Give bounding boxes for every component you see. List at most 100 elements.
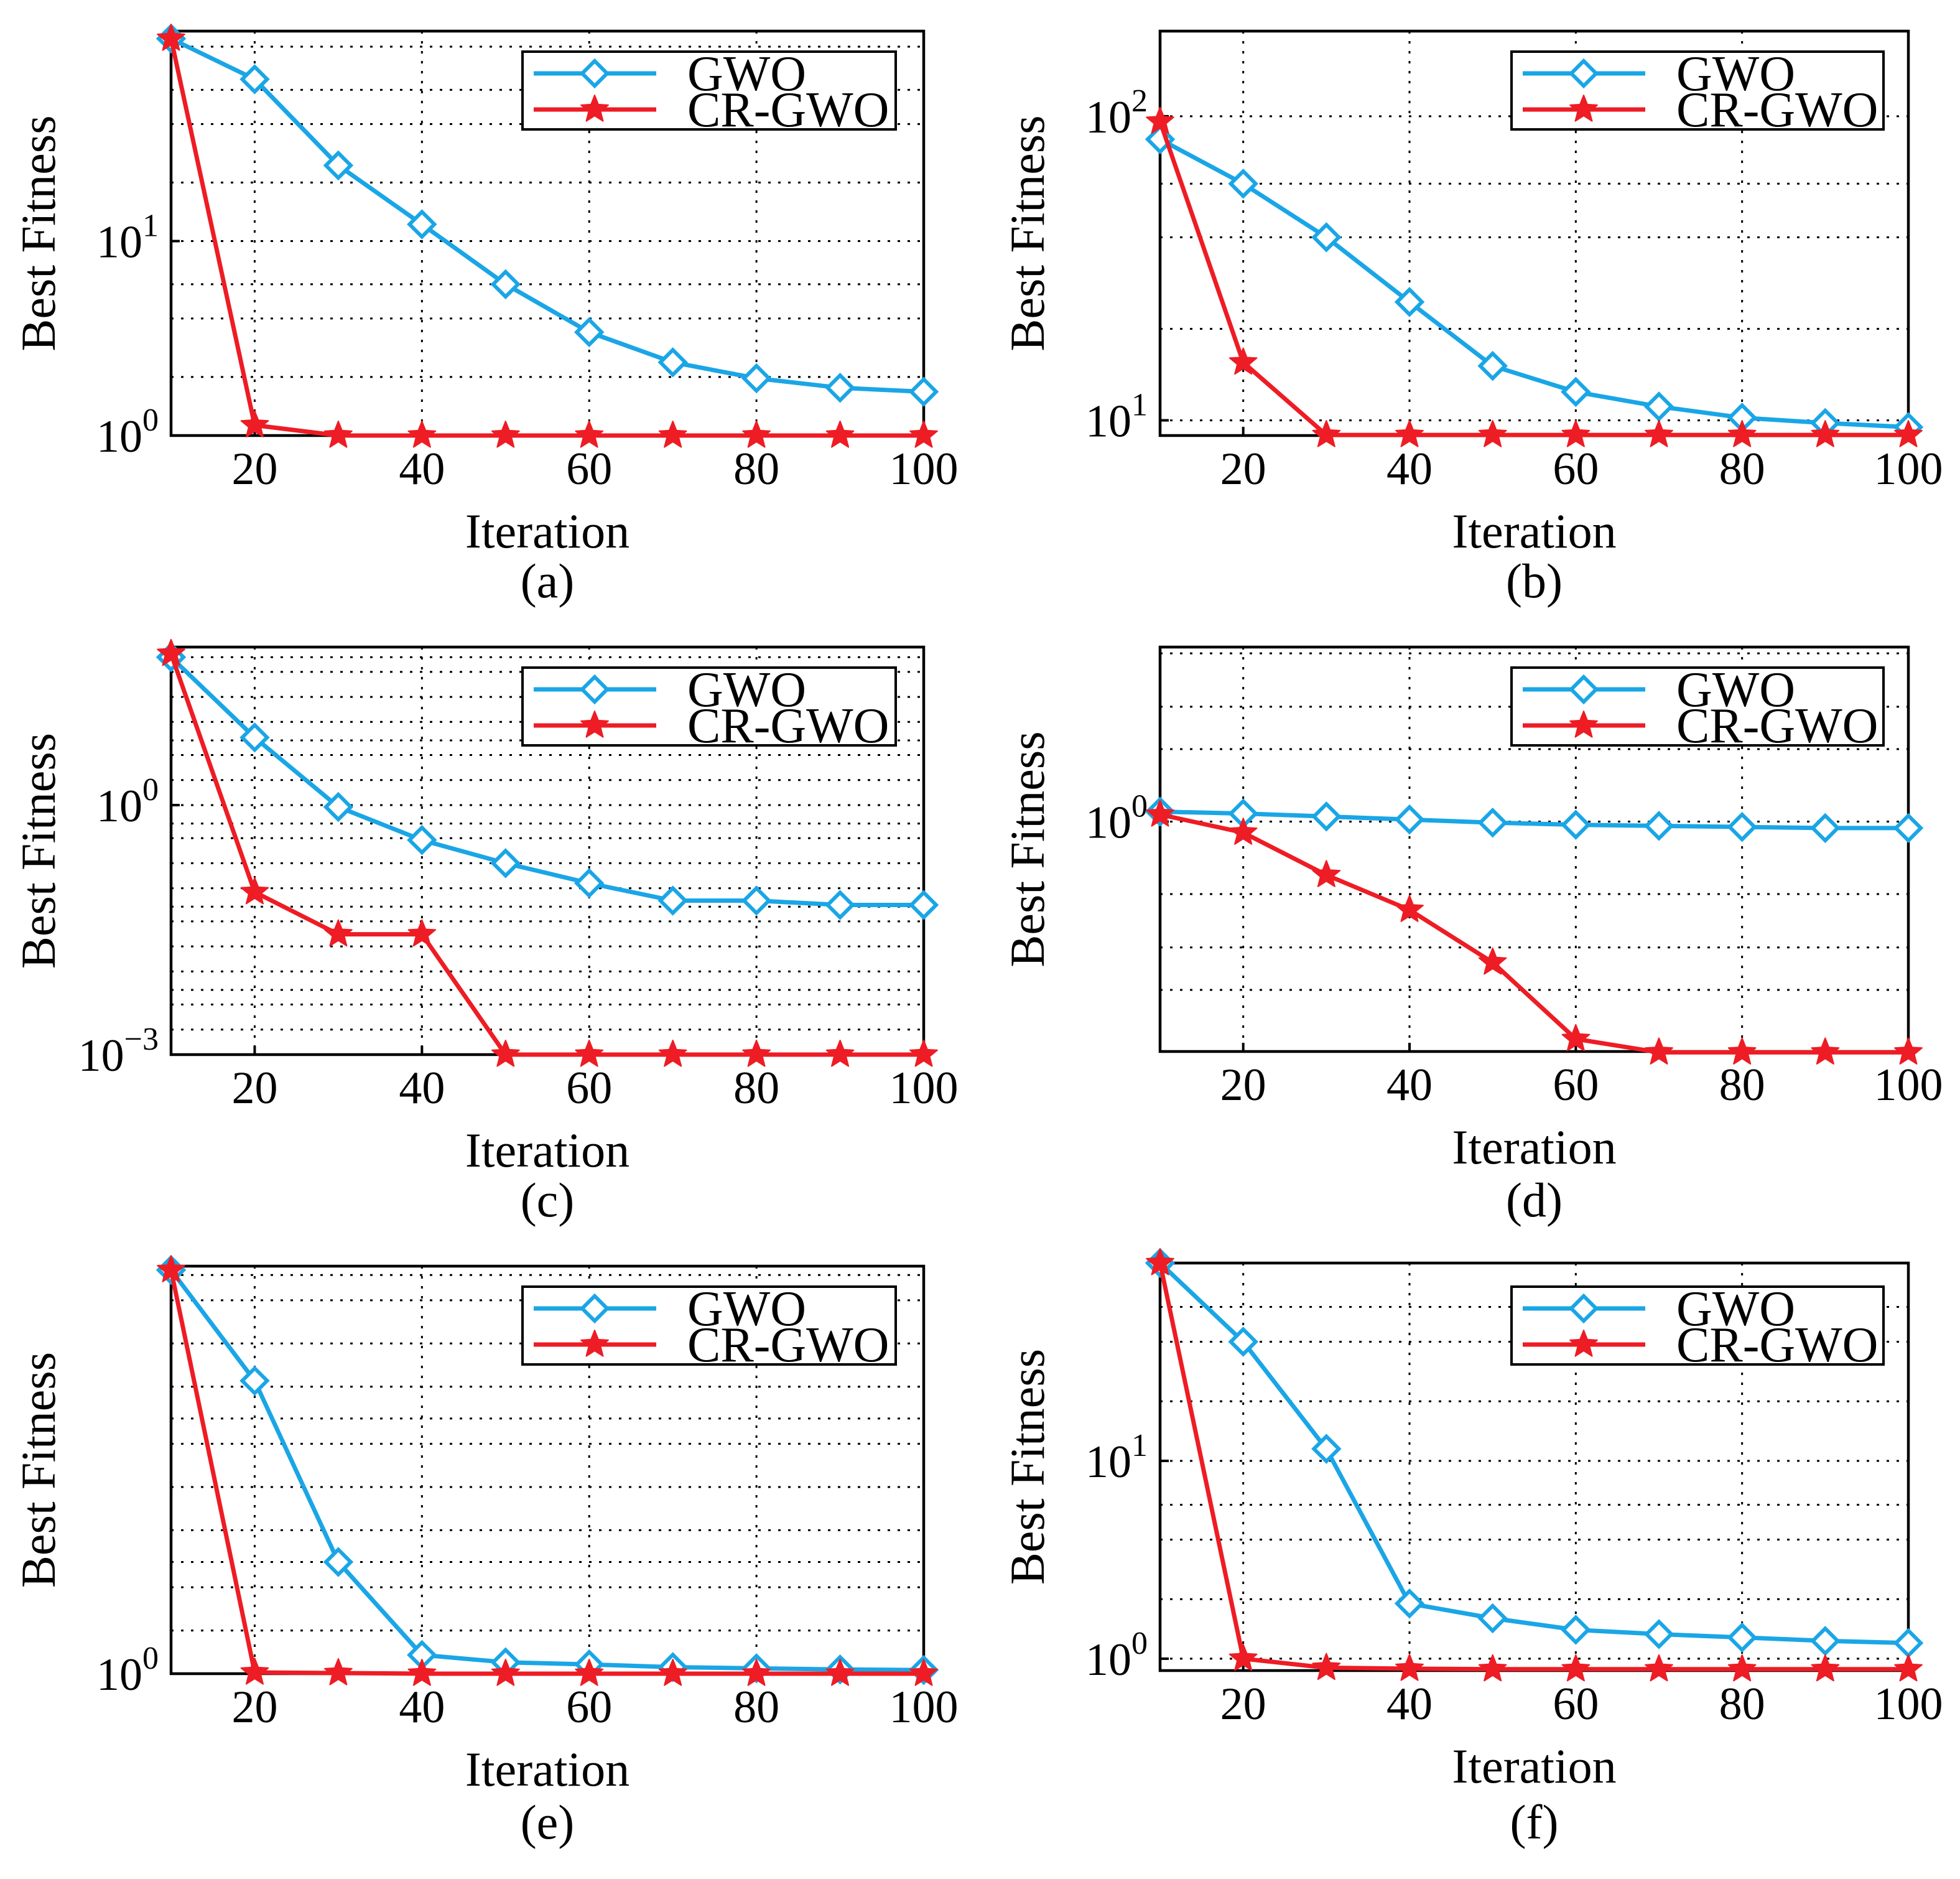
x-tick-label: 100 — [1874, 1060, 1943, 1111]
y-tick-exponent: 1 — [142, 208, 159, 244]
x-tick-label: 20 — [1220, 1679, 1266, 1730]
data-point — [574, 868, 605, 898]
y-tick-label: 100 — [1085, 789, 1148, 849]
data-point — [742, 1040, 771, 1067]
data-point — [323, 150, 354, 181]
y-axis-label: Best Fitness — [1000, 731, 1054, 967]
data-point — [1312, 860, 1341, 887]
legend-marker — [1569, 1330, 1598, 1357]
data-point — [742, 421, 771, 448]
panel-caption: (f) — [1510, 1795, 1559, 1849]
legend-marker — [1569, 95, 1598, 122]
x-tick-label: 40 — [1386, 1679, 1433, 1730]
data-point — [1394, 1588, 1425, 1619]
legend-marker — [1568, 1293, 1599, 1324]
series-line — [169, 1269, 924, 1672]
x-axis-label: Iteration — [465, 1123, 629, 1177]
data-point — [742, 1659, 771, 1686]
legend-label-gwo: GWO — [687, 663, 806, 717]
data-point — [1394, 287, 1425, 317]
data-point — [1811, 420, 1840, 447]
series-cr-gwo — [157, 1255, 938, 1686]
data-point — [1312, 1653, 1341, 1681]
data-point — [825, 890, 855, 920]
legend-box — [1510, 666, 1885, 747]
series-cr-gwo — [1146, 800, 1923, 1065]
y-tick-base: 10 — [78, 1030, 124, 1081]
data-point — [657, 885, 688, 916]
panel-caption: (a) — [521, 554, 575, 608]
series-line — [1159, 809, 1908, 831]
panel-caption: (b) — [1506, 554, 1563, 608]
y-tick-label: 100 — [96, 1641, 159, 1700]
series-line — [169, 38, 924, 438]
data-point — [157, 1255, 185, 1282]
data-point — [407, 421, 437, 448]
y-axis-label: Best Fitness — [11, 733, 65, 969]
data-point — [1561, 376, 1591, 408]
data-point — [1146, 800, 1174, 827]
data-point — [825, 1040, 855, 1067]
x-tick-label: 60 — [566, 444, 612, 495]
data-point — [658, 1659, 687, 1686]
x-tick-label: 60 — [1553, 444, 1599, 495]
y-tick-label: 102 — [1085, 83, 1148, 143]
data-point — [825, 421, 855, 448]
data-point — [1477, 350, 1508, 381]
legend-label-cr-gwo: CR-GWO — [1676, 83, 1878, 138]
x-tick-label: 40 — [1386, 1060, 1433, 1111]
y-tick-exponent: 0 — [142, 403, 159, 438]
data-point — [1561, 1654, 1591, 1682]
data-point — [1643, 811, 1674, 841]
data-point — [657, 347, 688, 378]
data-point — [1561, 809, 1591, 840]
legend-label-cr-gwo: CR-GWO — [687, 1318, 889, 1373]
legend-marker — [1568, 674, 1599, 705]
data-point — [323, 791, 354, 823]
y-tick-label: 100 — [1085, 1626, 1148, 1686]
y-tick-label: 100 — [96, 772, 159, 832]
data-point — [239, 64, 270, 95]
x-tick-label: 100 — [889, 1682, 959, 1733]
data-point — [658, 1040, 687, 1067]
y-tick-exponent: 1 — [1131, 1428, 1148, 1463]
x-tick-label: 60 — [566, 1063, 612, 1114]
data-point — [1727, 1037, 1757, 1065]
x-tick-label: 20 — [231, 1682, 277, 1733]
series-gwo — [1145, 124, 1924, 442]
x-tick-label: 60 — [1553, 1060, 1599, 1111]
data-point — [1643, 391, 1674, 422]
y-tick-label: 100 — [96, 403, 159, 462]
y-tick-label: 10−3 — [78, 1022, 159, 1081]
data-point — [1478, 947, 1507, 975]
y-tick-base: 10 — [96, 781, 142, 832]
y-tick-base: 10 — [96, 217, 142, 268]
x-tick-label: 80 — [733, 1063, 779, 1114]
data-point — [1811, 1037, 1840, 1065]
series-gwo — [1145, 1247, 1924, 1658]
x-axis-label: Iteration — [465, 1742, 629, 1796]
panel-caption: (d) — [1506, 1173, 1563, 1227]
data-point — [1727, 811, 1757, 842]
series-line — [1158, 1262, 1908, 1672]
data-point — [1311, 801, 1342, 832]
x-tick-label: 80 — [1719, 1679, 1765, 1730]
data-point — [407, 824, 437, 856]
data-point — [1146, 106, 1174, 134]
series-cr-gwo — [1146, 1248, 1923, 1682]
x-tick-label: 100 — [1874, 1679, 1943, 1730]
data-point — [491, 1040, 520, 1067]
data-point — [1478, 420, 1507, 447]
x-tick-label: 80 — [1719, 444, 1765, 495]
x-tick-label: 40 — [399, 1063, 445, 1114]
x-tick-label: 80 — [733, 444, 779, 495]
data-point — [658, 421, 687, 448]
legend-marker — [579, 58, 610, 89]
data-point — [1312, 420, 1341, 447]
y-tick-base: 10 — [1085, 1634, 1131, 1686]
legend-box — [1510, 1285, 1885, 1366]
data-point — [491, 1659, 520, 1686]
